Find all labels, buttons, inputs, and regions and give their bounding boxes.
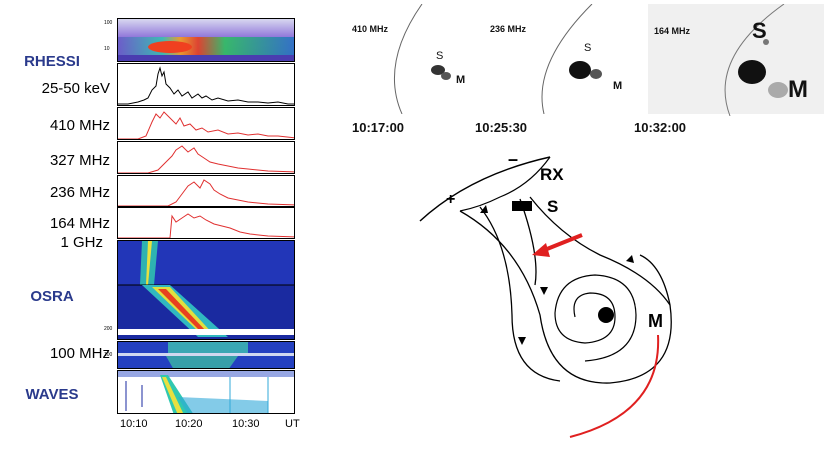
label-1ghz: 1 GHz bbox=[60, 234, 103, 251]
radio-image-236: 236 MHz S M bbox=[480, 3, 650, 115]
xray-lightcurve bbox=[117, 63, 295, 106]
label-waves: WAVES bbox=[25, 386, 79, 403]
image-time-2: 10:25:30 bbox=[475, 120, 528, 135]
rhessi-axis-top: 100 bbox=[104, 20, 113, 26]
lightcurve-410 bbox=[117, 107, 295, 140]
arrowhead bbox=[540, 287, 548, 295]
label-100: 100 MHz bbox=[49, 345, 110, 362]
waves-spectrum bbox=[117, 370, 295, 414]
sketch-minus: – bbox=[508, 149, 519, 169]
label-236: 236 MHz bbox=[49, 184, 110, 201]
red-arrow-head bbox=[532, 243, 550, 257]
red-arrow-shaft bbox=[541, 233, 583, 253]
label-164: 164 MHz bbox=[49, 215, 110, 232]
sketch-m: M bbox=[648, 311, 663, 331]
spectrum-100mhz bbox=[117, 341, 295, 369]
m-source-blob bbox=[598, 307, 614, 323]
label-osra: OSRA bbox=[30, 288, 74, 305]
image-freq: 410 MHz bbox=[352, 24, 389, 34]
label-327: 327 MHz bbox=[49, 152, 110, 169]
x-tick-1020: 10:20 bbox=[175, 418, 203, 430]
lightcurve-327 bbox=[117, 141, 295, 174]
image-s: S bbox=[584, 42, 592, 54]
magnetic-sketch: – + RX S M bbox=[400, 145, 830, 450]
image-m: M bbox=[613, 80, 623, 92]
image-freq: 236 MHz bbox=[490, 24, 527, 34]
image-m: M bbox=[456, 74, 466, 86]
field-line-outer bbox=[459, 210, 672, 384]
image-s: S bbox=[436, 50, 444, 62]
rhessi-axis-mid: 10 bbox=[104, 46, 110, 52]
lightcurve-236 bbox=[117, 175, 295, 207]
osra-axis-top: 200 bbox=[104, 326, 113, 332]
x-tick-1030: 10:30 bbox=[232, 418, 260, 430]
solar-limb-arc bbox=[419, 156, 551, 222]
lightcurve-164 bbox=[117, 207, 295, 239]
sketch-drawing bbox=[419, 156, 672, 438]
field-line-left bbox=[479, 206, 561, 382]
image-time-3: 10:32:00 bbox=[634, 120, 687, 135]
image-m: M bbox=[788, 76, 808, 103]
arrowhead bbox=[626, 255, 634, 263]
red-curve bbox=[569, 334, 660, 438]
label-energy: 25-50 keV bbox=[41, 80, 110, 97]
x-axis-unit: UT bbox=[285, 418, 300, 430]
limb-inner-curve bbox=[459, 156, 551, 212]
arrowhead bbox=[518, 337, 526, 345]
image-time-1: 10:17:00 bbox=[352, 120, 405, 135]
flux-rope-spiral bbox=[554, 274, 637, 362]
radio-image-164: 164 MHz S M bbox=[648, 3, 824, 117]
s-source-box bbox=[512, 201, 532, 211]
field-line-upper bbox=[529, 196, 671, 306]
rhessi-spectrogram bbox=[117, 18, 295, 62]
image-s: S bbox=[752, 18, 767, 43]
x-tick-1010: 10:10 bbox=[120, 418, 148, 430]
arrowhead bbox=[480, 205, 488, 213]
sketch-s: S bbox=[547, 197, 559, 216]
sketch-rx: RX bbox=[540, 165, 564, 184]
osra-spectrum bbox=[117, 240, 295, 340]
label-rhessi: RHESSI bbox=[24, 53, 80, 70]
osra-axis-mid: 100 bbox=[104, 352, 113, 358]
label-410: 410 MHz bbox=[49, 117, 110, 134]
image-freq: 164 MHz bbox=[654, 26, 691, 36]
sketch-plus: + bbox=[446, 191, 456, 208]
